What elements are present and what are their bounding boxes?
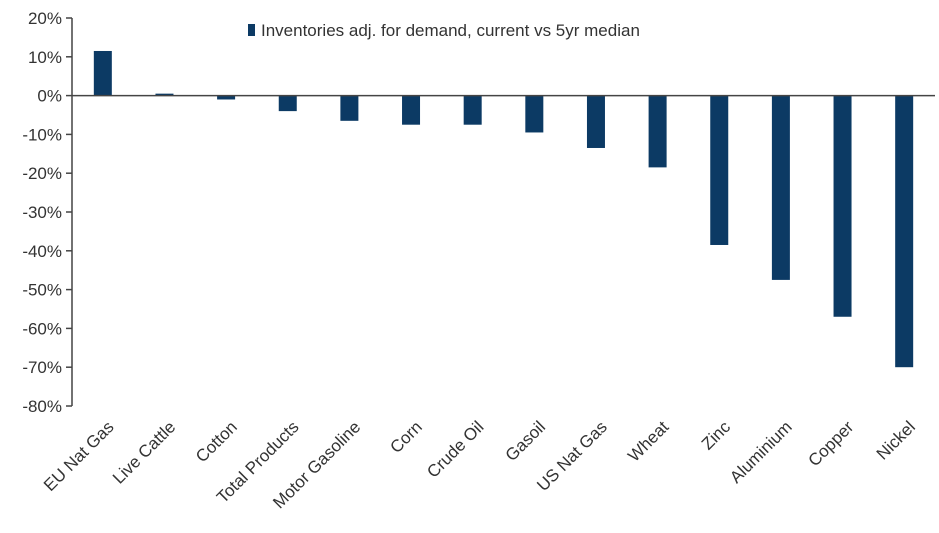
y-tick-label: -30% bbox=[22, 203, 62, 222]
bar-copper bbox=[833, 95, 852, 317]
legend: Inventories adj. for demand, current vs … bbox=[248, 21, 640, 40]
legend-swatch bbox=[248, 24, 255, 36]
bar-cotton bbox=[217, 95, 236, 100]
bar-crude-oil bbox=[463, 95, 482, 125]
bar-live-cattle bbox=[155, 93, 174, 96]
x-tick-label: Gasoil bbox=[502, 417, 550, 465]
y-axis: 20% 10% 0% -10% -20% -30% -40% -50% -60% -70% -80% bbox=[22, 9, 73, 416]
bar-zinc bbox=[710, 95, 729, 245]
y-tick-label: -80% bbox=[22, 397, 62, 416]
bar-gasoil bbox=[525, 95, 544, 133]
y-tick-label: 20% bbox=[28, 9, 62, 28]
bars bbox=[93, 50, 914, 368]
bar-corn bbox=[402, 95, 421, 125]
bar-eu-nat-gas bbox=[93, 50, 112, 96]
y-tick-label: -70% bbox=[22, 358, 62, 377]
y-tick-label: -50% bbox=[22, 281, 62, 300]
bar-total-products bbox=[278, 95, 297, 112]
bar-us-nat-gas bbox=[586, 95, 605, 148]
x-tick-label: Wheat bbox=[624, 417, 672, 465]
y-tick-label: 0% bbox=[37, 87, 62, 106]
x-tick-label: Corn bbox=[386, 417, 425, 456]
y-tick-label: 10% bbox=[28, 48, 62, 67]
y-tick-label: -60% bbox=[22, 319, 62, 338]
y-tick-label: -10% bbox=[22, 125, 62, 144]
x-tick-label: Copper bbox=[804, 417, 857, 470]
bar-aluminium bbox=[771, 95, 790, 280]
x-tick-label: Live Cattle bbox=[109, 417, 179, 487]
bar-motor-gasoline bbox=[340, 95, 359, 121]
x-tick-label: Crude Oil bbox=[423, 417, 487, 481]
x-tick-label: Aluminium bbox=[726, 417, 796, 487]
legend-label: Inventories adj. for demand, current vs … bbox=[261, 21, 640, 40]
x-tick-label: EU Nat Gas bbox=[40, 417, 118, 495]
y-tick-label: -20% bbox=[22, 164, 62, 183]
bar-nickel bbox=[895, 95, 914, 368]
y-tick-label: -40% bbox=[22, 242, 62, 261]
bar-wheat bbox=[648, 95, 667, 168]
x-tick-label: Nickel bbox=[873, 417, 919, 463]
x-tick-label: Cotton bbox=[192, 417, 241, 466]
x-tick-label: Zinc bbox=[698, 417, 734, 453]
